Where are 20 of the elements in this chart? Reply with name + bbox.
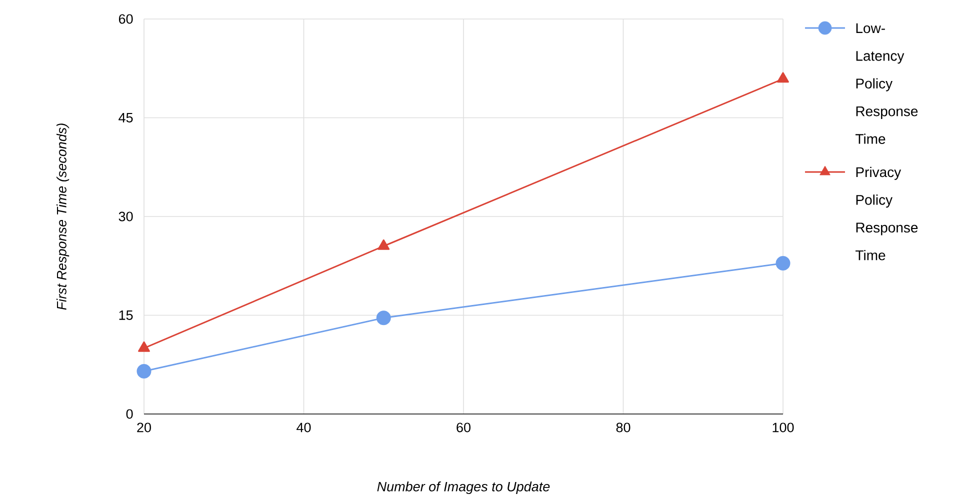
point [136, 364, 152, 378]
y-tick-label: 0 [126, 409, 133, 419]
text: Low-Latency Policy Response Time [856, 23, 918, 144]
legend-label: Privacy Policy Response Time [856, 166, 918, 260]
point [138, 341, 150, 352]
point [378, 239, 390, 250]
y-axis-title: First Response Time (seconds) [56, 124, 70, 310]
x-tick-label: 80 [616, 422, 630, 432]
y-tick-label: 30 [118, 212, 133, 222]
x-tick-label: 20 [137, 422, 151, 432]
point [777, 72, 789, 83]
y-tick-label: 45 [118, 113, 133, 122]
x-tick-label: 100 [772, 422, 794, 432]
point [376, 310, 391, 326]
x-tick-label: 40 [296, 422, 311, 432]
y-tick-label: 60 [118, 14, 133, 24]
y-tick-label: 15 [119, 310, 133, 320]
x-axis-title: Number of Images to Update [377, 481, 550, 494]
x-tick-label: 60 [456, 422, 470, 432]
point [776, 256, 790, 270]
